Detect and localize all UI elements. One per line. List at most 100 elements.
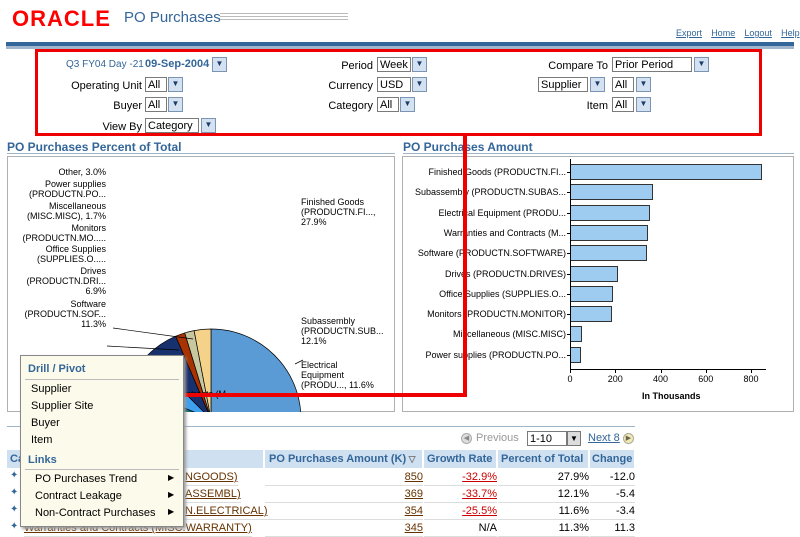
item-select[interactable]: All [612,97,634,112]
bar[interactable] [570,306,613,323]
bar[interactable] [570,265,618,282]
col-percent[interactable]: Percent of Total [498,450,589,468]
bar-x-tick-label: 800 [743,374,759,384]
bar[interactable] [570,285,613,302]
row-growth[interactable]: -32.9% [424,469,497,486]
home-link[interactable]: Home [711,28,736,38]
col-amount[interactable]: PO Purchases Amount (K) ▽ [265,450,423,468]
bar[interactable] [570,164,763,180]
pie-label-subassembly: Subassembly (PRODUCTN.SUB... 12.1% [301,316,384,346]
table-row: ✦ N.ELECTRICAL) 354 -25.5% 11.6% -3.4 [7,503,635,520]
drill-icon[interactable]: ✦ [10,487,19,498]
row-category[interactable]: ASSEMBL) [185,486,241,503]
drill-icon[interactable]: ✦ [10,504,19,515]
row-percent: 12.1% [498,486,589,503]
arrow-horizontal [150,393,467,397]
dimension-dropdown-icon[interactable]: ▼ [590,77,605,92]
bar[interactable] [570,184,654,201]
row-category[interactable]: NGOODS) [185,469,238,486]
bar[interactable] [570,326,582,343]
category-label: Category [328,100,373,112]
drill-item-buyer[interactable]: Buyer [31,417,60,429]
bar-y-tick [567,334,570,336]
row-growth[interactable]: -33.7% [424,486,497,503]
pie-label-electrical: Electrical Equipment (PRODU..., 11.6% [301,360,374,390]
date-prefix: Q3 FY04 Day -21 [66,59,144,70]
link-contract-leakage[interactable]: Contract Leakage [35,490,122,502]
previous-icon: ◀ [461,433,472,444]
pie-label-other: Other, 3.0% [58,167,106,177]
compare-label: Compare To [548,60,608,72]
bar-y-axis [570,159,571,370]
oracle-logo: ORACLE [12,6,111,31]
category-select[interactable]: All [377,97,399,112]
export-link[interactable]: Export [676,28,703,38]
pie-label-power: Power supplies (PRODUCTN.PO... [28,179,106,199]
row-change: 11.3 [590,520,635,537]
pie-slice-finished-goods[interactable] [210,328,302,412]
submenu-arrow-icon: ▶ [168,473,175,482]
ou-select[interactable]: All [145,77,167,92]
bar[interactable] [570,245,647,262]
bar[interactable] [570,204,651,221]
table-row: ✦ NGOODS) 850 -32.9% 27.9% -12.0 [7,469,635,486]
bar-category-label: Software (PRODUCTN.SOFTWARE) [417,248,566,259]
logout-link[interactable]: Logout [744,28,772,38]
pie-slice-other[interactable] [193,328,212,412]
bar[interactable] [570,224,649,241]
currency-label: Currency [328,80,373,92]
drill-icon[interactable]: ✦ [10,521,19,532]
bar-x-tick [705,370,707,373]
compare-dropdown-icon[interactable]: ▼ [694,57,709,72]
buyer-select[interactable]: All [145,97,167,112]
col-growth[interactable]: Growth Rate [424,450,497,468]
row-amount[interactable]: 369 [265,486,423,503]
link-non-contract-purchases[interactable]: Non-Contract Purchases [35,507,156,519]
range-select[interactable]: 1-10 [527,431,567,446]
col-change[interactable]: Change [590,450,635,468]
row-category[interactable]: N.ELECTRICAL) [185,503,268,520]
buyer-dropdown-icon[interactable]: ▼ [168,97,183,112]
dimension-value-select[interactable]: All [612,77,634,92]
row-amount[interactable]: 354 [265,503,423,520]
currency-dropdown-icon[interactable]: ▼ [412,77,427,92]
period-dropdown-icon[interactable]: ▼ [412,57,427,72]
previous-link: Previous [476,432,519,444]
viewby-select[interactable]: Category [145,118,199,133]
bar-y-tick [567,253,570,255]
period-select[interactable]: Week [377,57,411,72]
bar-category-label: Power supplies (PRODUCTN.PO... [425,349,566,360]
header-bar-shadow [6,46,794,49]
next-icon[interactable]: ▶ [623,433,634,444]
row-amount[interactable]: 850 [265,469,423,486]
next-link[interactable]: Next 8 [588,432,620,444]
currency-select[interactable]: USD [377,77,411,92]
category-dropdown-icon[interactable]: ▼ [400,97,415,112]
table-row: ✦ ASSEMBL) 369 -33.7% 12.1% -5.4 [7,486,635,503]
bar-category-label: Finished Goods (PRODUCTN.FI... [428,167,566,177]
bar-y-tick [567,172,570,173]
page-title: PO Purchases [124,9,221,26]
dimension-value-dropdown-icon[interactable]: ▼ [636,77,651,92]
drill-item-item[interactable]: Item [31,434,53,446]
bar[interactable] [570,346,582,363]
pie-label-finished: Finished Goods (PRODUCTN.FI..., 27.9% [301,197,376,227]
help-link[interactable]: Help [781,28,800,38]
sort-icon[interactable]: ▽ [406,454,416,464]
drill-item-supplier-site[interactable]: Supplier Site [31,400,94,412]
bar-x-tick-label: 400 [652,374,669,384]
row-growth[interactable]: -25.5% [424,503,497,520]
ou-dropdown-icon[interactable]: ▼ [168,77,183,92]
row-amount[interactable]: 345 [265,520,423,537]
arrow-vertical [463,136,467,396]
date-picker-button[interactable]: ▼ [212,57,227,72]
drill-item-supplier[interactable]: Supplier [31,383,72,395]
dimension-select[interactable]: Supplier [538,77,588,92]
viewby-dropdown-icon[interactable]: ▼ [201,118,216,133]
item-dropdown-icon[interactable]: ▼ [636,97,651,112]
link-po-purchases-trend[interactable]: PO Purchases Trend [35,473,138,485]
compare-select[interactable]: Prior Period [612,57,692,72]
bar-category-label: Electrical Equipment (PRODU... [438,207,566,218]
range-dropdown-icon[interactable]: ▼ [567,431,581,446]
drill-icon[interactable]: ✦ [10,470,19,481]
